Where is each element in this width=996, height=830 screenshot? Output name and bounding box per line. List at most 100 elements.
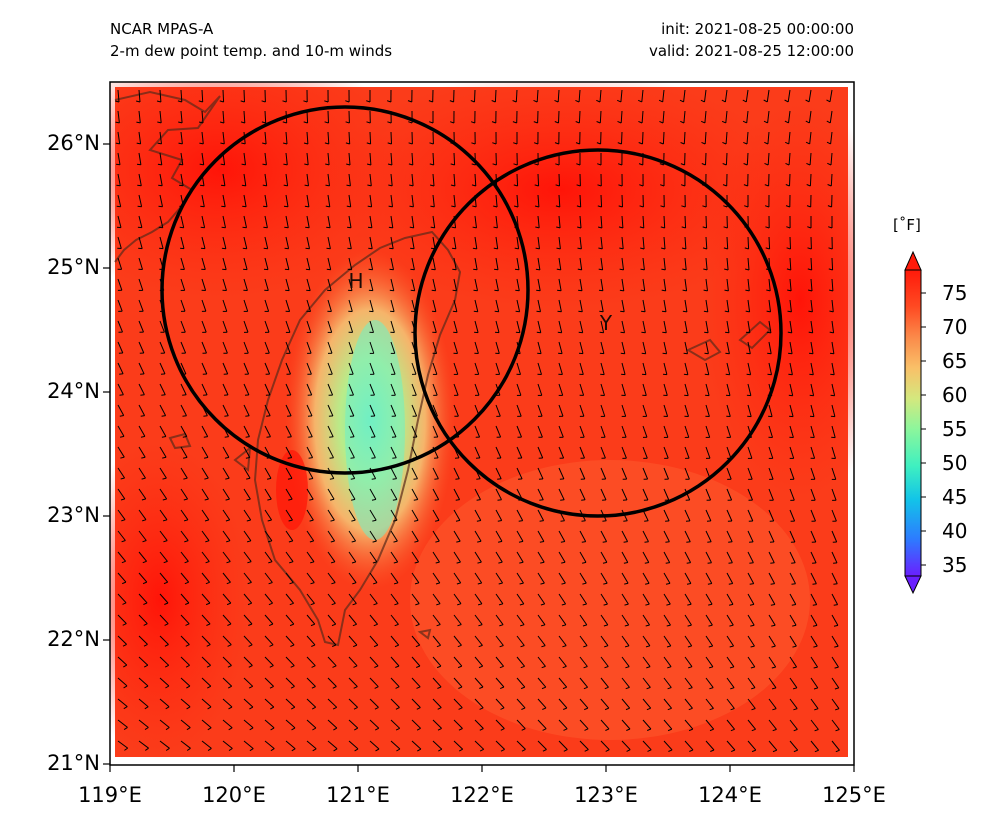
- wind-barb: [474, 341, 479, 354]
- wind-barb: [600, 677, 609, 688]
- wind-barb: [579, 341, 584, 354]
- wind-barb: [684, 656, 693, 667]
- wind-barb: [159, 383, 166, 396]
- wind-barb-flag: [479, 748, 484, 752]
- wind-barb: [306, 740, 317, 750]
- wind-barb: [138, 509, 147, 520]
- wind-barb: [599, 110, 602, 124]
- wind-barb: [495, 740, 505, 750]
- wind-barb: [243, 698, 254, 708]
- wind-barb-flag: [308, 457, 313, 459]
- colorbar-tick: 70: [942, 315, 968, 339]
- wind-barb-flag: [623, 562, 628, 564]
- wind-barb: [411, 593, 420, 604]
- wind-barb: [327, 320, 333, 333]
- wind-barb-flag: [688, 728, 693, 732]
- wind-barb: [537, 635, 546, 646]
- wind-barb: [348, 173, 351, 186]
- wind-barb-flag: [120, 498, 125, 501]
- wind-barb-flag: [477, 582, 482, 585]
- wind-barb-flag: [395, 707, 400, 710]
- wind-barb: [306, 173, 309, 186]
- wind-barb-flag: [771, 687, 777, 690]
- wind-barb: [516, 425, 522, 438]
- wind-barb-flag: [417, 748, 422, 752]
- wind-barb-flag: [262, 184, 267, 187]
- wind-barb: [621, 551, 629, 563]
- wind-barb: [222, 131, 225, 144]
- wind-barb: [726, 488, 733, 501]
- wind-barb: [495, 530, 503, 542]
- wind-barb-flag: [225, 519, 230, 522]
- wind-barb: [642, 404, 648, 417]
- wind-barb-flag: [206, 623, 211, 626]
- wind-barb-flag: [680, 163, 685, 166]
- wind-barb-flag: [583, 645, 588, 648]
- wind-barb: [642, 467, 649, 480]
- wind-barb-flag: [268, 602, 273, 606]
- wind-barb: [180, 551, 189, 562]
- wind-barb-flag: [499, 645, 504, 648]
- wind-barb-flag: [556, 247, 561, 250]
- wind-barb: [600, 446, 606, 459]
- wind-barb-flag: [638, 163, 643, 166]
- wind-barb-flag: [140, 415, 145, 417]
- wind-barb: [747, 383, 752, 396]
- wind-barb-flag: [346, 163, 351, 166]
- wind-barb: [642, 131, 644, 145]
- wind-barb: [831, 593, 839, 605]
- wind-barb: [411, 299, 416, 312]
- wind-barb-flag: [367, 184, 372, 187]
- wind-barb: [621, 635, 630, 647]
- wind-barb: [789, 719, 798, 730]
- wind-barb-flag: [366, 121, 371, 124]
- wind-barb: [117, 509, 126, 520]
- wind-barb: [453, 152, 456, 166]
- wind-barb: [558, 215, 561, 228]
- colorbar-tick: 35: [942, 553, 968, 577]
- wind-barb-flag: [221, 205, 226, 208]
- wind-barb-flag: [556, 268, 561, 271]
- wind-barb: [201, 362, 208, 375]
- wind-barb-flag: [123, 664, 128, 668]
- wind-barb: [495, 404, 501, 417]
- wind-barb-flag: [115, 100, 120, 103]
- wind-barb-flag: [500, 707, 505, 710]
- wind-barb: [390, 719, 401, 729]
- wind-barb: [285, 635, 295, 646]
- wind-barb-flag: [351, 561, 356, 564]
- west-coast-warm: [276, 450, 308, 530]
- wind-barb: [453, 635, 462, 646]
- wind-barb: [327, 236, 331, 249]
- wind-barb-flag: [352, 603, 357, 606]
- wind-barb-flag: [624, 603, 629, 606]
- wind-barb: [243, 614, 253, 625]
- wind-barb-flag: [829, 310, 834, 313]
- wind-barb-flag: [578, 289, 583, 292]
- wind-barb: [579, 488, 586, 501]
- wind-barb-flag: [414, 582, 420, 585]
- wind-barb-flag: [602, 561, 608, 564]
- wind-barb: [327, 425, 334, 438]
- wind-barb-flag: [617, 120, 622, 124]
- wind-barb: [745, 89, 749, 102]
- wind-barb: [537, 278, 541, 291]
- wind-barb-flag: [476, 520, 481, 522]
- wind-barb: [285, 614, 295, 625]
- wind-barb-flag: [394, 603, 399, 606]
- wind-barb: [453, 194, 456, 207]
- wind-barb: [621, 488, 628, 501]
- wind-barb: [222, 677, 233, 687]
- wind-barb: [390, 614, 399, 625]
- wind-barb: [285, 740, 296, 750]
- wind-barb-flag: [498, 561, 503, 564]
- wind-barb: [348, 719, 359, 729]
- wind-barb-flag: [266, 436, 271, 438]
- wind-barb: [705, 719, 715, 730]
- wind-barb-flag: [661, 310, 667, 313]
- wind-barb-flag: [745, 310, 750, 313]
- wind-barb: [684, 257, 687, 270]
- wind-barb: [117, 635, 127, 645]
- wind-barb: [642, 215, 645, 229]
- wind-barb: [432, 425, 439, 438]
